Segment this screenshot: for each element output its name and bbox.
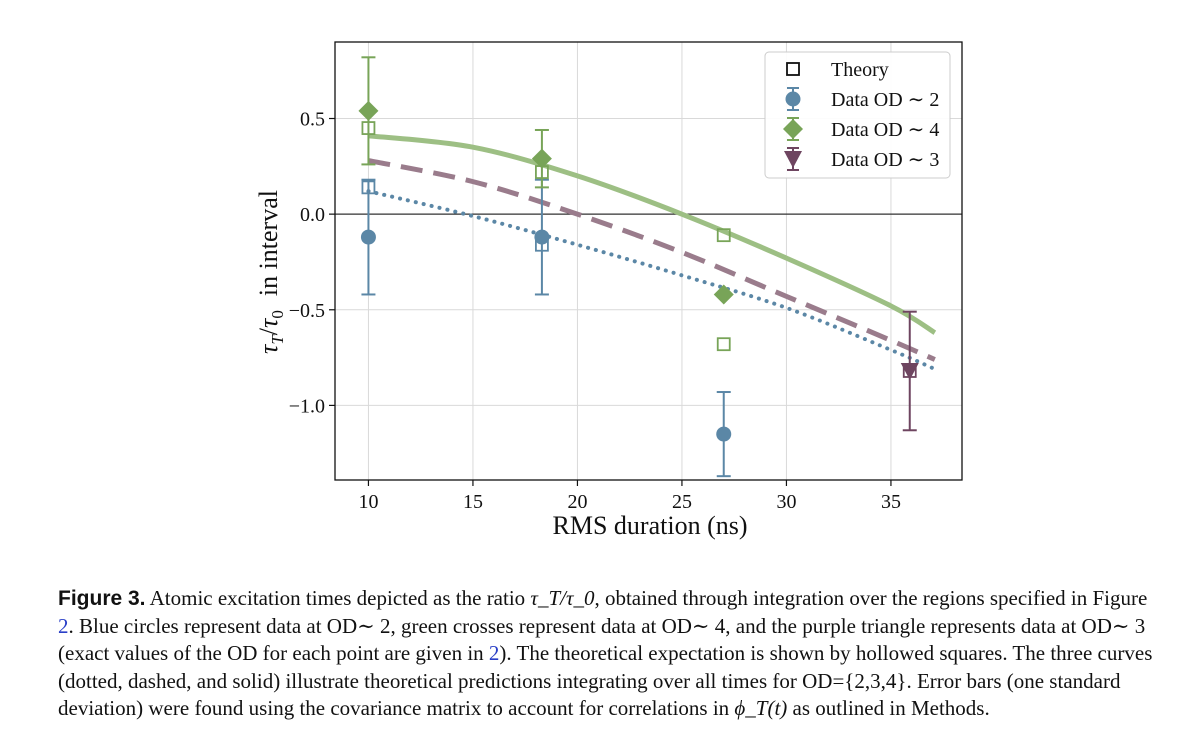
plot-frame bbox=[334, 41, 963, 481]
legend-label: Theory bbox=[831, 59, 889, 81]
data-point-circle bbox=[716, 426, 732, 442]
caption-label: Figure 3. bbox=[58, 587, 146, 610]
data-point-diamond bbox=[531, 148, 552, 169]
legend-marker-circle bbox=[785, 91, 801, 107]
y-axis-label-tau1: τ bbox=[254, 343, 283, 354]
x-axis-label: RMS duration (ns) bbox=[553, 511, 748, 540]
legend: Theory Data OD ∼ 2 Data OD ∼ 4 Data OD ∼ 3 bbox=[764, 51, 951, 179]
theory-point bbox=[361, 121, 376, 135]
x-tick-label: 25 bbox=[672, 491, 692, 513]
legend-marker-square-open bbox=[786, 62, 800, 76]
theory-point bbox=[361, 180, 376, 195]
curve-solid bbox=[368, 133, 937, 335]
figure: 10 15 20 25 30 35 0.5 0.0 −0.5 −1.0 Theory Data OD… bbox=[254, 41, 963, 540]
y-axis-label-rest: in interval bbox=[254, 190, 283, 296]
curve-dashed bbox=[367, 158, 936, 362]
caption-text-5: as outlined in Methods. bbox=[787, 696, 990, 720]
data-point-diamond bbox=[713, 284, 734, 305]
caption-phi: ϕ_T(t) bbox=[734, 696, 788, 720]
axis-ticks: 10 15 20 25 30 35 0.5 0.0 −0.5 −1.0 bbox=[289, 109, 901, 513]
caption-text-3: . Blue circles represent data at OD∼ 2, … bbox=[58, 613, 1146, 666]
data-point-circle bbox=[534, 229, 550, 245]
curve-dotted bbox=[366, 189, 937, 372]
x-tick-label: 35 bbox=[881, 491, 901, 513]
data-points bbox=[358, 56, 919, 478]
chart: 10 15 20 25 30 35 0.5 0.0 −0.5 −1.0 Theory Data OD… bbox=[254, 41, 963, 540]
x-tick-label: 15 bbox=[463, 491, 483, 513]
y-axis-label: τT/τ0in interval bbox=[254, 190, 287, 354]
theory-point bbox=[716, 337, 731, 352]
caption-text-1: Atomic excitation times depicted as the … bbox=[145, 586, 531, 610]
y-tick-label: −0.5 bbox=[289, 300, 325, 322]
legend-label: Data OD ∼ 4 bbox=[831, 119, 939, 141]
data-point-diamond bbox=[358, 100, 379, 121]
data-point-circle bbox=[360, 229, 376, 245]
y-axis-label-sub-t: T bbox=[268, 334, 287, 345]
theory-point bbox=[716, 228, 731, 243]
caption-text-2: , obtained through integration over the … bbox=[594, 586, 1148, 610]
y-tick-label: 0.5 bbox=[300, 109, 325, 131]
y-tick-label: 0.0 bbox=[300, 204, 325, 226]
caption-text-4: ). The theoretical expectation is shown … bbox=[58, 641, 1153, 720]
legend-label: Data OD ∼ 3 bbox=[831, 149, 939, 171]
y-axis-label-sub-0: 0 bbox=[268, 310, 287, 319]
data-point-triangle-down bbox=[900, 362, 919, 380]
caption-figure-link[interactable]: 2 bbox=[58, 613, 69, 638]
legend-label: Data OD ∼ 2 bbox=[831, 89, 939, 111]
y-axis-label-tau2: τ bbox=[254, 317, 283, 328]
y-tick-label: −1.0 bbox=[289, 395, 325, 417]
y-axis-label-slash: / bbox=[254, 327, 283, 335]
legend-box bbox=[764, 51, 951, 179]
figure-caption: Figure 3. Atomic excitation times depict… bbox=[58, 585, 1158, 723]
x-tick-label: 10 bbox=[358, 491, 378, 513]
x-tick-label: 30 bbox=[776, 491, 796, 513]
legend-marker-diamond bbox=[783, 119, 803, 139]
x-tick-label: 20 bbox=[567, 491, 587, 513]
theory-curves bbox=[366, 133, 937, 372]
caption-ratio: τ_T/τ_0 bbox=[530, 586, 595, 610]
caption-table-link[interactable]: 2 bbox=[488, 641, 500, 665]
legend-marker-triangle-down bbox=[784, 151, 802, 168]
